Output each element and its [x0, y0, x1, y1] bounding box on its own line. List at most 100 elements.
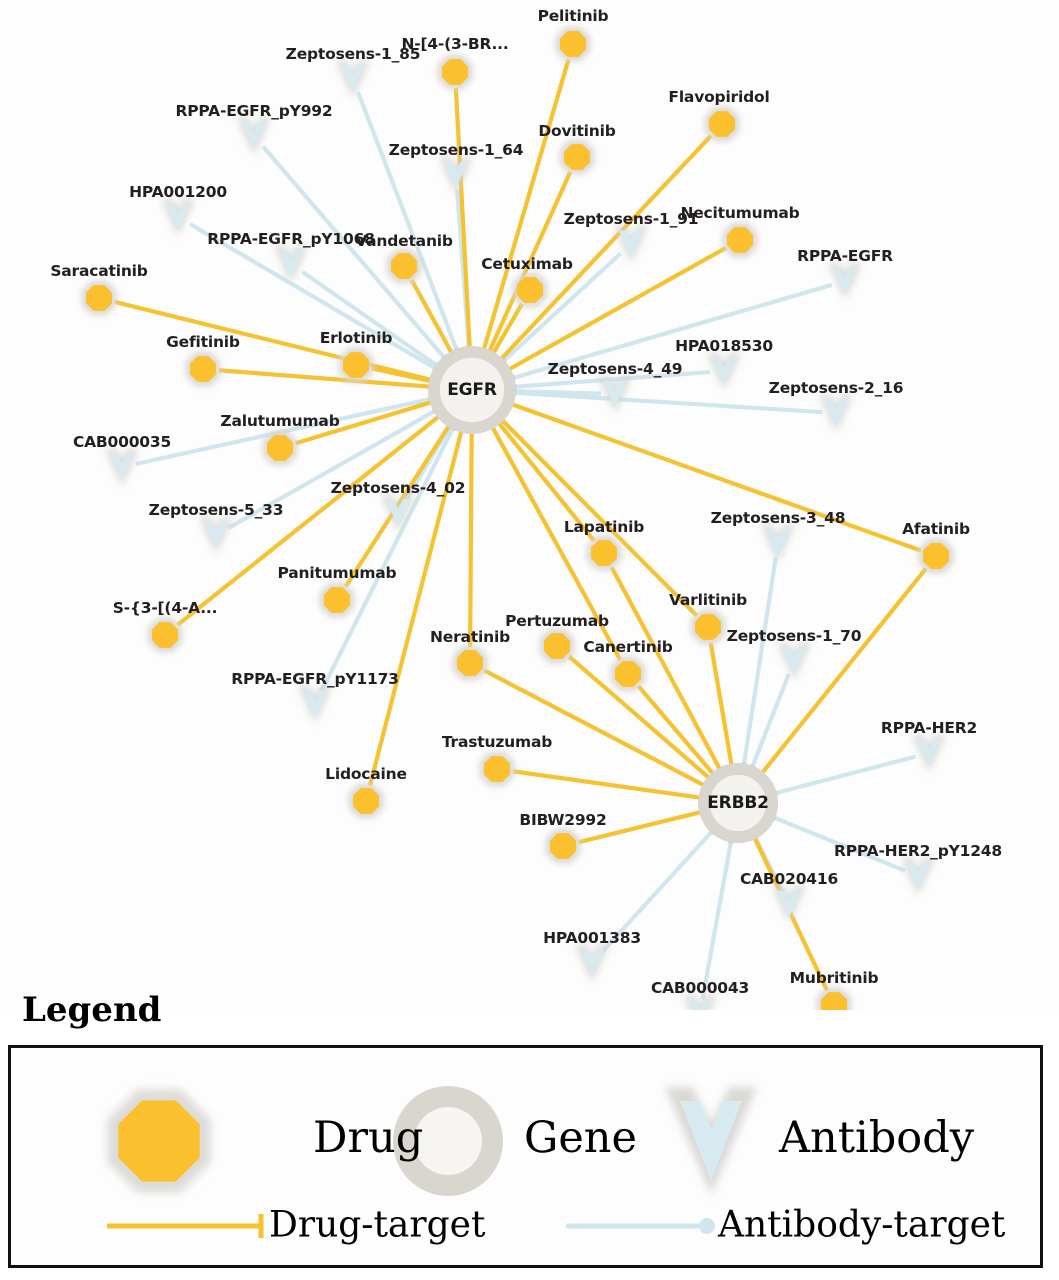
drug-target-edge [708, 642, 740, 771]
drug-octagon-icon [550, 833, 576, 859]
drug-target-edge [753, 567, 928, 781]
drug-octagon-icon [923, 543, 949, 569]
drug-node[interactable] [338, 347, 374, 383]
drug-node[interactable] [512, 272, 548, 308]
antibody-node[interactable] [199, 516, 233, 554]
antibody-node[interactable] [614, 225, 648, 263]
antibody-node[interactable] [381, 494, 415, 532]
antibody-chevron-icon [712, 357, 736, 385]
antibody-node[interactable] [777, 642, 811, 680]
antibody-chevron-icon [341, 65, 365, 93]
drug-octagon-icon [560, 31, 586, 57]
drug-octagon-icon [343, 352, 369, 378]
antibody-chevron-icon [166, 203, 190, 231]
antibody-chevron-icon [204, 521, 228, 549]
drug-target-edge [176, 408, 447, 627]
drug-target-edge [505, 396, 922, 553]
network-graph[interactable] [0, 0, 1059, 1010]
antibody-node[interactable] [575, 944, 609, 982]
antibody-chevron-icon [777, 890, 801, 918]
drug-node[interactable] [610, 656, 646, 692]
antibody-node[interactable] [772, 885, 806, 923]
drug-node[interactable] [539, 628, 575, 664]
drug-node[interactable] [479, 751, 515, 787]
gene-node[interactable] [698, 763, 778, 843]
antibody-node[interactable] [161, 198, 195, 236]
drug-node[interactable] [81, 280, 117, 316]
antibody-node[interactable] [707, 352, 741, 390]
edge-layer [114, 58, 928, 1000]
antibody-node[interactable] [819, 394, 853, 432]
antibody-target-edge [746, 673, 791, 775]
drug-node[interactable] [690, 609, 726, 645]
drug-node[interactable] [704, 106, 740, 142]
antibody-node[interactable] [274, 245, 308, 283]
antibody-node[interactable] [683, 994, 717, 1010]
legend-gene-center [414, 1107, 482, 1175]
legend-antibody-chevron-icon [680, 1101, 742, 1181]
node-layer [81, 26, 954, 1010]
legend-title: Legend [22, 990, 162, 1030]
drug-node[interactable] [147, 617, 183, 653]
drug-node[interactable] [816, 987, 852, 1010]
gene-center [710, 775, 766, 831]
drug-node[interactable] [586, 535, 622, 571]
antibody-target-edge [261, 145, 452, 365]
antibody-chevron-icon [603, 380, 627, 408]
antibody-chevron-icon [688, 999, 712, 1010]
drug-node[interactable] [319, 582, 355, 618]
antibody-chevron-icon [242, 122, 266, 150]
antibody-node[interactable] [237, 117, 271, 155]
legend-graphics [107, 1086, 757, 1238]
network-canvas[interactable]: Zeptosens-1_85 RPPA-EGFR_pY992 Zeptosens-1… [0, 0, 1059, 1010]
antibody-node[interactable] [901, 857, 935, 895]
drug-node[interactable] [386, 248, 422, 284]
drug-target-edge [493, 411, 699, 618]
drug-node[interactable] [348, 783, 384, 819]
legend-label-antibody: Antibody [779, 1113, 975, 1163]
antibody-chevron-icon [824, 399, 848, 427]
drug-node[interactable] [559, 139, 595, 175]
drug-node[interactable] [918, 538, 954, 574]
drug-octagon-icon [267, 435, 293, 461]
antibody-target-edge [738, 556, 778, 773]
drug-node[interactable] [555, 26, 591, 62]
antibody-chevron-icon [782, 647, 806, 675]
drug-node[interactable] [722, 222, 758, 258]
drug-node[interactable] [262, 430, 298, 466]
gene-node[interactable] [428, 346, 516, 434]
antibody-target-edge [301, 270, 445, 373]
gene-center [440, 358, 504, 422]
antibody-target-edge [700, 833, 737, 1000]
antibody-node[interactable] [336, 60, 370, 98]
antibody-node[interactable] [105, 448, 139, 486]
drug-node[interactable] [437, 54, 473, 90]
antibody-node[interactable] [298, 685, 332, 723]
antibody-chevron-icon [386, 499, 410, 527]
antibody-node[interactable] [761, 524, 795, 562]
drug-octagon-icon [391, 253, 417, 279]
drug-node[interactable] [185, 351, 221, 387]
drug-octagon-icon [564, 144, 590, 170]
antibody-chevron-icon [766, 529, 790, 557]
antibody-chevron-icon [279, 250, 303, 278]
drug-octagon-icon [442, 59, 468, 85]
gene-ring [428, 346, 516, 434]
drug-octagon-icon [353, 788, 379, 814]
antibody-node[interactable] [439, 156, 473, 194]
antibody-node[interactable] [912, 734, 946, 772]
drug-octagon-icon [190, 356, 216, 382]
legend-box: Drug Gene Antibody Drug-target Antibody-… [8, 1045, 1043, 1268]
antibody-target-edge [319, 420, 460, 693]
drug-octagon-icon [324, 587, 350, 613]
antibody-node[interactable] [828, 262, 862, 300]
drug-octagon-icon [86, 285, 112, 311]
drug-node[interactable] [452, 645, 488, 681]
drug-octagon-icon [152, 622, 178, 648]
antibody-node[interactable] [598, 375, 632, 413]
drug-target-edge [636, 684, 722, 782]
drug-target-edge [501, 245, 728, 378]
legend-drug-octagon-icon [118, 1100, 200, 1182]
drug-node[interactable] [545, 828, 581, 864]
drug-octagon-icon [484, 756, 510, 782]
